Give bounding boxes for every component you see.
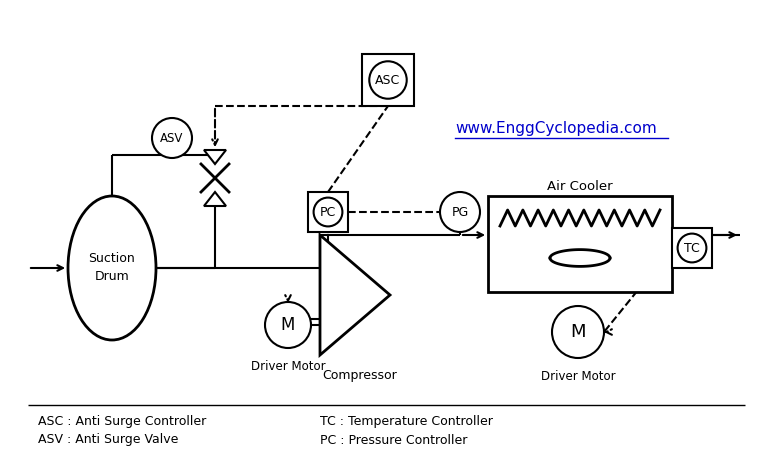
Text: Air Cooler: Air Cooler bbox=[547, 179, 613, 193]
Text: ASC: ASC bbox=[376, 74, 401, 86]
Text: TC: TC bbox=[684, 242, 700, 254]
Circle shape bbox=[369, 61, 407, 99]
Bar bbox=[362, 54, 414, 106]
Circle shape bbox=[314, 198, 343, 227]
Bar bbox=[672, 228, 712, 268]
Text: Compressor: Compressor bbox=[323, 369, 397, 381]
Bar bbox=[308, 192, 348, 232]
Text: ASC : Anti Surge Controller: ASC : Anti Surge Controller bbox=[38, 415, 207, 429]
Text: Drum: Drum bbox=[95, 270, 129, 284]
Circle shape bbox=[152, 118, 192, 158]
Text: ASV: ASV bbox=[161, 132, 184, 144]
Circle shape bbox=[440, 192, 480, 232]
Text: Suction: Suction bbox=[89, 253, 135, 265]
Bar bbox=[488, 196, 672, 292]
Ellipse shape bbox=[68, 196, 156, 340]
Text: PG: PG bbox=[451, 205, 469, 219]
Text: M: M bbox=[281, 316, 295, 334]
Polygon shape bbox=[204, 150, 226, 164]
Circle shape bbox=[552, 306, 604, 358]
Text: PC: PC bbox=[320, 205, 336, 219]
Text: ASV : Anti Surge Valve: ASV : Anti Surge Valve bbox=[38, 433, 178, 447]
Polygon shape bbox=[320, 235, 390, 355]
Text: TC : Temperature Controller: TC : Temperature Controller bbox=[320, 415, 493, 429]
Text: PC : Pressure Controller: PC : Pressure Controller bbox=[320, 433, 467, 447]
Text: M: M bbox=[570, 323, 586, 341]
Circle shape bbox=[265, 302, 311, 348]
Polygon shape bbox=[204, 192, 226, 206]
Text: Driver Motor: Driver Motor bbox=[541, 370, 615, 382]
Text: Driver Motor: Driver Motor bbox=[251, 361, 325, 373]
Circle shape bbox=[678, 234, 706, 262]
Text: www.EnggCyclopedia.com: www.EnggCyclopedia.com bbox=[455, 120, 656, 135]
